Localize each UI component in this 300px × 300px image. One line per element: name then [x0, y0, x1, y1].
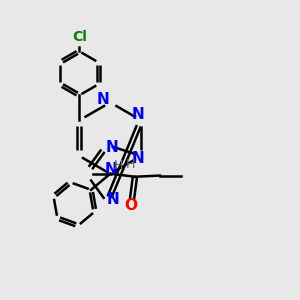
Text: N: N	[105, 162, 118, 177]
Text: H: H	[126, 158, 135, 171]
Text: Cl: Cl	[72, 30, 87, 44]
Text: N: N	[132, 107, 145, 122]
Text: N: N	[97, 92, 110, 107]
Text: H: H	[114, 159, 124, 172]
Text: N: N	[107, 192, 119, 207]
Text: N: N	[106, 140, 118, 155]
Text: N: N	[132, 152, 145, 166]
Text: O: O	[124, 198, 137, 213]
